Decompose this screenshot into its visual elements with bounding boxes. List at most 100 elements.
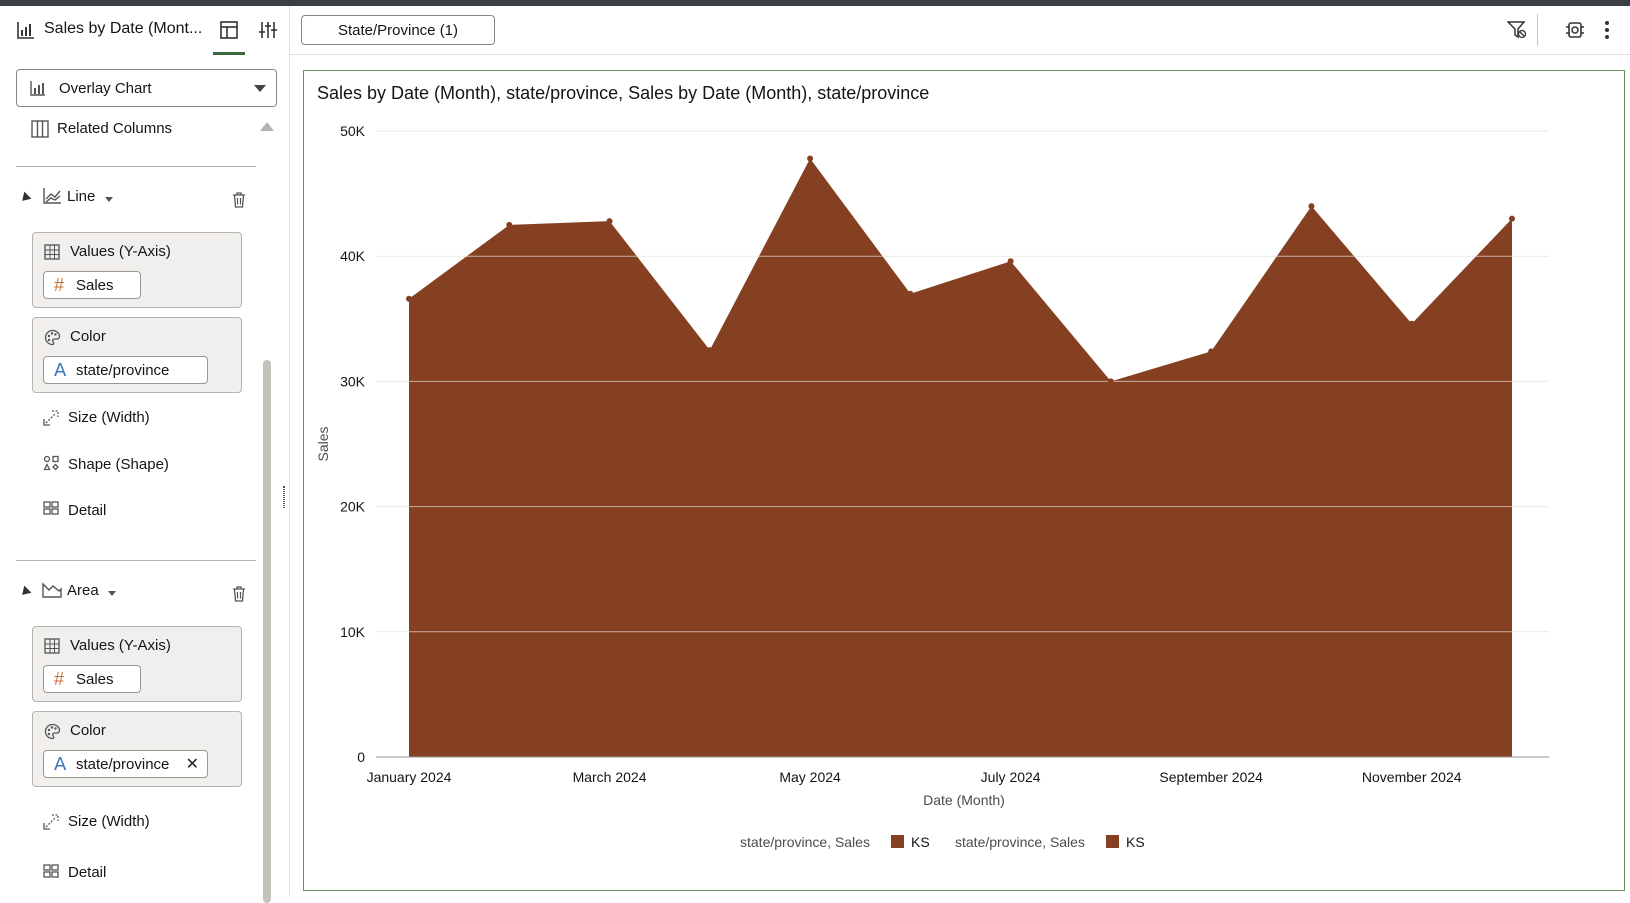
grid-values-icon [44,244,60,260]
y-tick-label: 10K [340,624,366,640]
data-point [907,290,914,297]
color-label: Color [70,722,106,739]
data-point [807,155,814,162]
y-tick-label: 30K [340,373,366,389]
pill-label: Sales [76,671,114,688]
values-y-axis-dropzone[interactable]: Values (Y-Axis) # Sales [32,232,242,308]
delete-icon[interactable] [232,192,246,208]
state-province-filter[interactable]: State/Province (1) [301,15,495,45]
section-divider [16,166,256,167]
y-tick-label: 0 [357,749,365,765]
pill-label: state/province [76,756,170,773]
values-y-axis-label: Values (Y-Axis) [70,637,171,654]
attribute-a-icon: A [54,754,67,775]
data-point [1308,203,1315,210]
filter-label: State/Province (1) [337,22,459,39]
sales-measure-pill[interactable]: # Sales [43,665,141,693]
y-tick-label: 40K [340,248,366,264]
panel-header: Sales by Date (Mont... [0,6,290,55]
area-section-title[interactable]: Area [67,582,99,599]
chart-type-value: Overlay Chart [59,80,152,97]
chart-icon [17,22,34,39]
panel-resize-handle[interactable] [283,486,285,508]
area-series-ks [409,158,1512,757]
measure-hash-icon: # [54,275,65,295]
window-top-strip [0,0,1630,6]
state-province-pill[interactable]: A state/province ✕ [43,750,208,778]
chart-type-icon [30,81,45,96]
properties-panel: Sales by Date (Mont... Overlay Chart Rel… [0,6,290,903]
color-dropzone[interactable]: Color A state/province [32,317,242,393]
panel-scrollbar[interactable] [263,360,271,903]
detail-row[interactable]: Detail [68,502,107,519]
grammar-tab-icon[interactable] [219,20,239,40]
attribute-a-icon: A [54,360,67,381]
size-width-icon [43,814,59,830]
detail-icon [43,501,59,515]
chevron-down-icon[interactable] [105,197,113,202]
shape-row[interactable]: Shape (Shape) [68,456,169,473]
chevron-down-icon [254,85,266,92]
data-point [706,347,713,354]
pill-label: state/province [76,362,170,379]
x-tick-label: March 2024 [573,769,647,785]
grid-values-icon [44,638,60,654]
chart-title: Sales by Date (Month), state/province, S… [317,83,930,103]
values-y-axis-label: Values (Y-Axis) [70,243,171,260]
legend-swatch [891,835,904,848]
size-width-row[interactable]: Size (Width) [68,813,150,830]
color-dropzone[interactable]: Color A state/province ✕ [32,711,242,787]
toolbar-separator [1537,14,1538,46]
legend-item-label: KS [1126,834,1145,850]
scroll-up-arrow-icon[interactable] [260,122,274,131]
legend-group-label: state/province, Sales [955,834,1085,850]
data-point [406,295,412,302]
collapse-area-section-icon[interactable] [18,585,32,599]
data-point [1208,348,1215,355]
filter-icon[interactable] [1507,20,1527,40]
detail-row[interactable]: Detail [68,864,107,881]
section-divider [16,560,256,561]
pill-label: Sales [76,277,114,294]
active-tab-indicator [213,52,245,55]
visualization-title[interactable]: Sales by Date (Mont... [44,20,203,37]
collapse-line-section-icon[interactable] [18,191,32,205]
related-columns-link[interactable]: Related Columns [57,120,173,137]
color-label: Color [70,328,106,345]
palette-icon [44,329,61,346]
visualization-canvas[interactable]: Sales by Date (Month), state/province, S… [303,70,1625,891]
more-options-icon[interactable] [1603,20,1611,40]
legend-swatch [1106,835,1119,848]
data-point [1107,378,1114,385]
x-tick-label: January 2024 [367,769,452,785]
area-chart[interactable]: 0 10K 20K 30K 40K 50K January 2024 March 2024 Ma… [304,71,1624,890]
x-tick-label: September 2024 [1159,769,1263,785]
data-point [506,221,513,228]
line-section-title[interactable]: Line [67,188,96,205]
x-axis-title: Date (Month) [923,792,1005,808]
x-tick-label: July 2024 [981,769,1041,785]
y-tick-label: 20K [340,499,366,515]
size-width-icon [43,410,59,426]
delete-icon[interactable] [232,586,246,602]
state-province-pill[interactable]: A state/province [43,356,208,384]
values-y-axis-dropzone[interactable]: Values (Y-Axis) # Sales [32,626,242,702]
x-tick-label: May 2024 [779,769,841,785]
data-point [1509,215,1515,222]
palette-icon [44,723,61,740]
sales-measure-pill[interactable]: # Sales [43,271,141,299]
data-point [1408,320,1415,327]
legend-item-label: KS [911,834,930,850]
columns-icon [31,120,49,138]
chart-type-dropdown[interactable]: Overlay Chart [16,69,277,107]
legend-group-label: state/province, Sales [740,834,870,850]
settings-icon[interactable] [1565,20,1585,40]
area-chart-icon [42,582,62,598]
properties-tab-icon[interactable] [258,20,278,40]
size-width-row[interactable]: Size (Width) [68,409,150,426]
close-icon[interactable]: ✕ [185,756,199,773]
chevron-down-icon[interactable] [108,591,116,596]
toolbar-divider [290,54,1630,55]
measure-hash-icon: # [54,669,65,689]
y-axis-title: Sales [315,426,331,461]
